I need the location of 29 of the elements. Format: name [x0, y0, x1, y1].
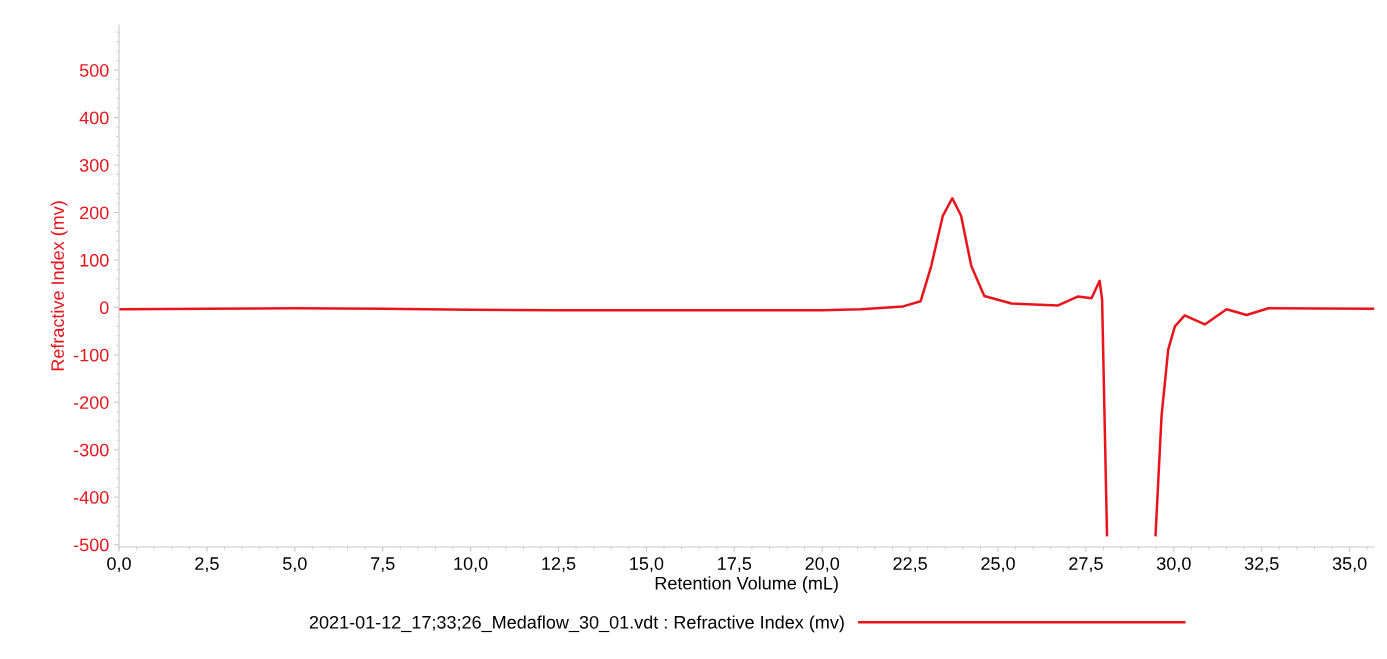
x-tick-label: 30,0	[1156, 557, 1191, 573]
y-tick-label: 500	[79, 64, 109, 77]
x-tick-label: 17,5	[718, 557, 752, 573]
y-tick-label: -100	[73, 348, 109, 362]
x-tick-label: 10,0	[454, 557, 488, 573]
x-tick-label: 22,5	[893, 557, 927, 573]
x-tick-label: 25,0	[981, 557, 1015, 573]
x-tick-label: 35,0	[1332, 557, 1367, 573]
text: 2021-01-12_17;33;26_Medaflow_30_01.vdt : Refractive Index (mv)	[309, 615, 844, 633]
x-tick-label: 15,0	[630, 557, 664, 573]
x-tick-label: 0,0	[107, 557, 131, 573]
y-axis-title: Refractive Index (mv)	[50, 201, 68, 371]
y-tick-label: 400	[79, 111, 109, 125]
y-tick-label: 300	[79, 158, 109, 172]
y-tick-label: 100	[80, 253, 109, 267]
x-tick-label: 20,0	[805, 557, 840, 573]
y-tick-label: 0	[99, 301, 109, 315]
x-tick-label: 5,0	[282, 557, 307, 573]
y-tick-label: -200	[73, 396, 109, 409]
x-axis-title: Retention Volume (mL)	[655, 576, 838, 594]
y-tick-label: -500	[73, 538, 109, 552]
y-tick-label: -400	[73, 491, 109, 504]
x-tick-label: 12,5	[542, 557, 576, 573]
x-tick-label: 27,5	[1069, 557, 1103, 573]
y-tick-label: -300	[73, 443, 109, 457]
x-tick-label: 2,5	[195, 557, 219, 573]
x-tick-label: 7,5	[371, 557, 395, 573]
x-tick-label: 32,5	[1244, 557, 1279, 573]
y-tick-label: 200	[80, 206, 109, 220]
